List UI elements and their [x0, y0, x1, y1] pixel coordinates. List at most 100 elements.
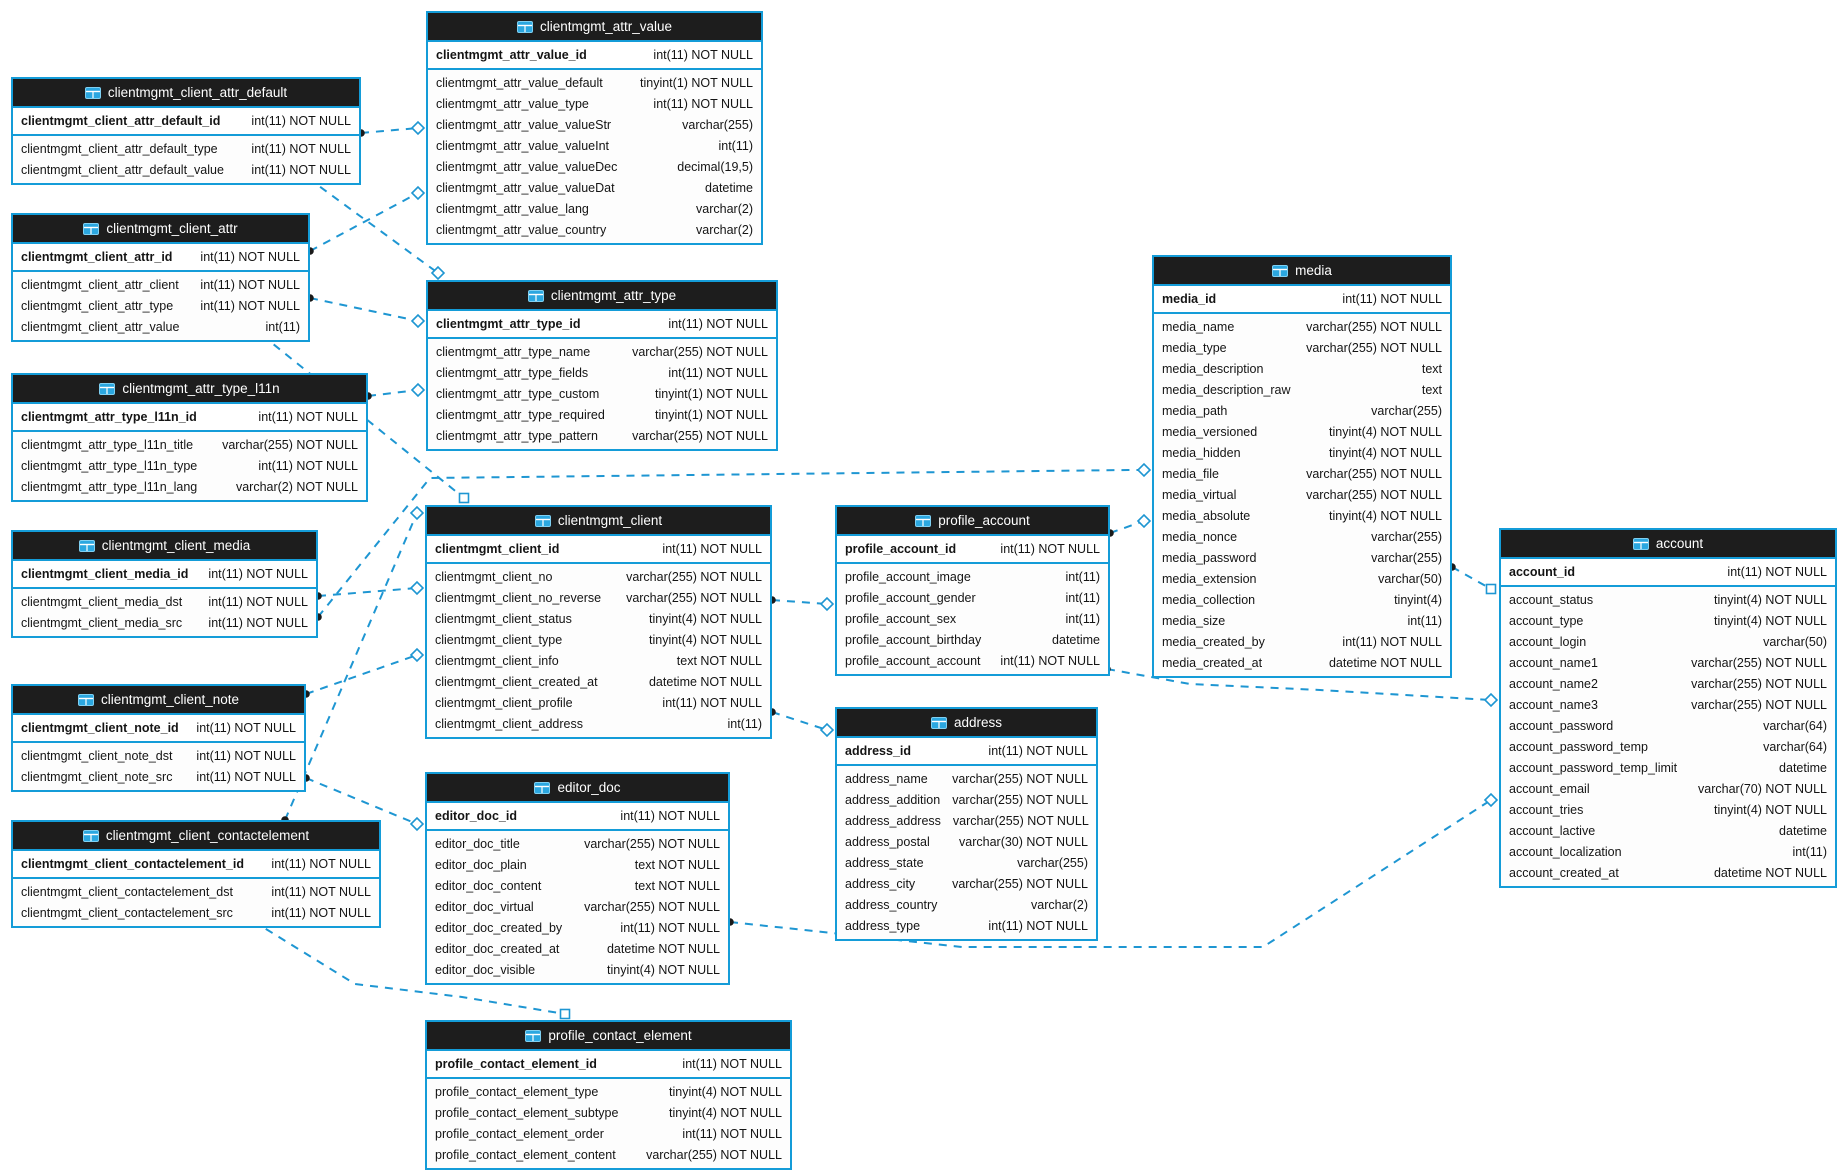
field-name: account_name2 [1509, 676, 1598, 691]
table-fields: account_status tinyint(4) NOT NULL accou… [1501, 587, 1835, 886]
table-header[interactable]: clientmgmt_client_contactelement [13, 822, 379, 851]
table-clientmgmt_client_media[interactable]: clientmgmt_client_media clientmgmt_clien… [11, 530, 318, 638]
table-title: clientmgmt_client_attr_default [107, 85, 288, 100]
field-type: text NOT NULL [634, 878, 720, 893]
relationship-line[interactable] [1451, 566, 1492, 590]
relationship-line[interactable] [771, 711, 828, 731]
table-clientmgmt_attr_type[interactable]: clientmgmt_attr_type clientmgmt_attr_typ… [426, 280, 778, 451]
table-header[interactable]: clientmgmt_client [427, 507, 770, 536]
table-clientmgmt_client_attr_default[interactable]: clientmgmt_client_attr_default clientmgm… [11, 77, 361, 185]
field-type: tinyint(1) NOT NULL [655, 407, 768, 422]
table-clientmgmt_attr_type_l11n[interactable]: clientmgmt_attr_type_l11n clientmgmt_att… [11, 373, 368, 502]
relationship-line[interactable] [771, 599, 828, 605]
relationship-line[interactable] [305, 777, 418, 825]
field-row: account_email varchar(70) NOT NULL [1501, 778, 1835, 799]
relationship-line[interactable] [367, 389, 419, 397]
table-header[interactable]: clientmgmt_client_attr [13, 215, 308, 244]
field-row: media_extension varchar(50) [1154, 568, 1450, 589]
field-row: clientmgmt_client_type tinyint(4) NOT NU… [427, 629, 770, 650]
table-header[interactable]: clientmgmt_attr_value [428, 13, 761, 42]
field-type: text NOT NULL [676, 653, 762, 668]
table-header[interactable]: address [837, 709, 1096, 738]
field-type: varchar(255) NOT NULL [626, 569, 762, 584]
relationship-line[interactable] [307, 177, 439, 274]
table-editor_doc[interactable]: editor_doc editor_doc_id int(11) NOT NUL… [425, 772, 730, 985]
field-type: varchar(255) [1017, 855, 1088, 870]
field-type: int(11) NOT NULL [271, 905, 371, 920]
table-title: clientmgmt_client_attr [106, 221, 238, 236]
table-header[interactable]: clientmgmt_attr_type_l11n [13, 375, 366, 404]
table-address[interactable]: address address_id int(11) NOT NULL addr… [835, 707, 1098, 941]
field-name: media_password [1162, 550, 1257, 565]
table-profile_account[interactable]: profile_account profile_account_id int(1… [835, 505, 1110, 676]
field-row: clientmgmt_attr_value_lang varchar(2) [428, 198, 761, 219]
field-type: int(11) [718, 138, 753, 153]
table-clientmgmt_client_contactelement[interactable]: clientmgmt_client_contactelement clientm… [11, 820, 381, 928]
field-row: media_size int(11) [1154, 610, 1450, 631]
table-fields: media_name varchar(255) NOT NULL media_t… [1154, 314, 1450, 676]
relationship-line[interactable] [309, 192, 419, 252]
field-type: varchar(2) NOT NULL [235, 479, 358, 494]
field-name: clientmgmt_client_media_src [21, 615, 183, 630]
field-name: profile_contact_element_content [435, 1147, 616, 1162]
relation-clientmgmt_client-to-address [768, 708, 835, 738]
field-name: clientmgmt_client_note_src [21, 769, 173, 784]
table-header[interactable]: clientmgmt_client_note [13, 686, 304, 715]
table-media[interactable]: media media_id int(11) NOT NULL media_na… [1152, 255, 1452, 678]
table-header[interactable]: media [1154, 257, 1450, 286]
relationship-line[interactable] [317, 587, 418, 597]
field-name: account_created_at [1509, 865, 1619, 880]
pk-field-row: clientmgmt_client_attr_id int(11) NOT NU… [13, 244, 308, 272]
field-type: tinyint(4) NOT NULL [669, 1084, 782, 1099]
table-profile_contact_element[interactable]: profile_contact_element profile_contact_… [425, 1020, 792, 1170]
field-row: profile_contact_element_subtype tinyint(… [427, 1102, 790, 1123]
field-type: tinyint(4) NOT NULL [1714, 592, 1827, 607]
table-clientmgmt_client_note[interactable]: clientmgmt_client_note clientmgmt_client… [11, 684, 306, 792]
relationship-line[interactable] [284, 512, 418, 821]
relationship-line[interactable] [261, 334, 465, 499]
relationship-line[interactable] [305, 654, 418, 695]
table-account[interactable]: account account_id int(11) NOT NULL acco… [1499, 528, 1837, 888]
field-row: editor_doc_content text NOT NULL [427, 875, 728, 896]
field-type: tinyint(1) NOT NULL [640, 75, 753, 90]
field-type: int(11) NOT NULL [682, 1126, 782, 1141]
field-type: int(11) [1065, 590, 1100, 605]
table-header[interactable]: clientmgmt_client_attr_default [13, 79, 359, 108]
field-row: clientmgmt_attr_value_valueStr varchar(2… [428, 114, 761, 135]
table-header[interactable]: profile_contact_element [427, 1022, 790, 1051]
table-clientmgmt_attr_value[interactable]: clientmgmt_attr_value clientmgmt_attr_va… [426, 11, 763, 245]
field-type: tinyint(4) NOT NULL [1714, 802, 1827, 817]
field-type: datetime [705, 180, 753, 195]
field-type: int(11) NOT NULL [1000, 653, 1100, 668]
table-header[interactable]: account [1501, 530, 1835, 559]
table-icon [83, 222, 100, 235]
relationship-line[interactable] [1109, 520, 1145, 534]
table-icon [525, 1029, 542, 1042]
field-name: clientmgmt_client_contactelement_dst [21, 884, 233, 899]
table-icon [78, 539, 95, 552]
table-header[interactable]: clientmgmt_attr_type [428, 282, 776, 311]
table-header[interactable]: clientmgmt_client_media [13, 532, 316, 561]
pk-field-type: int(11) NOT NULL [208, 567, 308, 581]
table-title: account [1655, 536, 1704, 551]
relationship-line[interactable] [309, 297, 419, 322]
pk-field-name: account_id [1509, 565, 1575, 579]
field-name: profile_contact_element_order [435, 1126, 604, 1141]
field-name: clientmgmt_client_profile [435, 695, 573, 710]
field-type: int(11) NOT NULL [200, 277, 300, 292]
relationship-line[interactable] [317, 469, 1144, 618]
table-clientmgmt_client[interactable]: clientmgmt_client clientmgmt_client_id i… [425, 505, 772, 739]
field-row: media_collection tinyint(4) [1154, 589, 1450, 610]
field-type: datetime [1052, 632, 1100, 647]
table-clientmgmt_client_attr[interactable]: clientmgmt_client_attr clientmgmt_client… [11, 213, 310, 342]
table-icon [1272, 264, 1289, 277]
field-row: address_country varchar(2) [837, 894, 1096, 915]
field-type: int(11) NOT NULL [668, 365, 768, 380]
table-header[interactable]: profile_account [837, 507, 1108, 536]
relationship-line[interactable] [360, 127, 419, 134]
table-fields: clientmgmt_attr_value_default tinyint(1)… [428, 70, 761, 243]
field-name: address_name [845, 771, 928, 786]
table-header[interactable]: editor_doc [427, 774, 728, 803]
relationship-line[interactable] [1106, 668, 1492, 701]
field-type: tinyint(4) NOT NULL [1329, 508, 1442, 523]
